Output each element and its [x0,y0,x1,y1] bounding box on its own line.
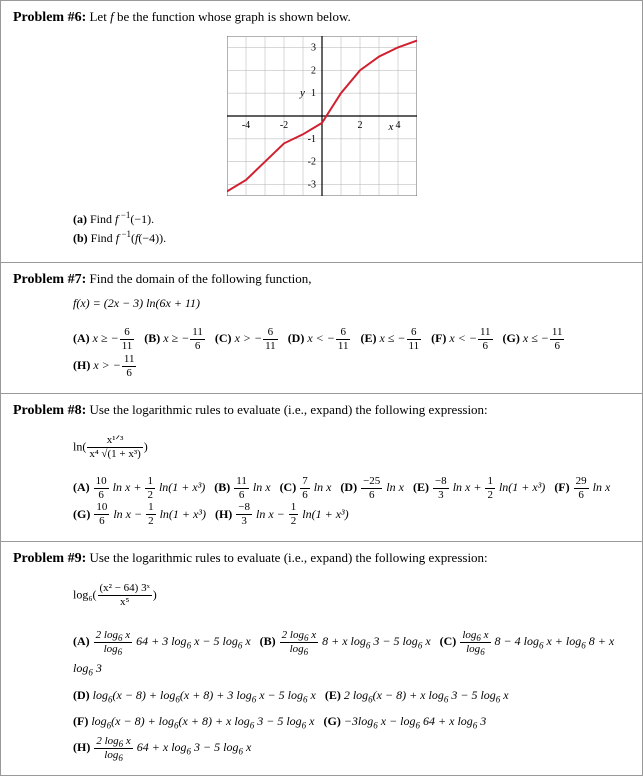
svg-text:3: 3 [311,42,316,53]
p7-choice-H: (H) x > −116 [73,358,137,372]
problem-6-title: Problem #6: [13,10,86,25]
svg-text:-2: -2 [279,120,287,131]
problem-7: Problem #7: Find the domain of the follo… [0,263,643,394]
p7-choice-E: (E) x ≤ −611 [360,331,422,345]
problem-7-expr: f(x) = (2x − 3) ln(6x + 11) [73,296,630,311]
p8-choice-C: (C) 76 ln x [280,480,332,494]
svg-text:4: 4 [395,120,400,131]
p7-choice-F: (F) x < −116 [431,331,493,345]
problem-6-parts: (a) Find f −1(−1). (b) Find f −1(f(−4)). [73,210,630,248]
problem-9-expr: log₆((x² − 64) 3ˣx⁵) [73,583,630,608]
svg-text:2: 2 [311,65,316,76]
p9-choice-D: (D) log6(x − 8) + log6(x + 8) + 3 log6 x… [73,688,316,702]
p7-choice-G: (G) x ≤ −116 [503,331,566,345]
p7-choice-D: (D) x < −611 [288,331,352,345]
p9-choice-H: (H) 2 log6 xlog6 64 + x log6 3 − 5 log6 … [73,740,251,754]
p9-choice-G: (G) −3log6 x − log6 64 + x log6 3 [323,714,486,728]
p8-choice-E: (E) −83 ln x + 12 ln(1 + x³) [413,480,545,494]
svg-text:-3: -3 [307,180,315,191]
problem-8-title: Problem #8: [13,403,86,418]
p8-choice-D: (D) −256 ln x [340,480,404,494]
p7-choice-B: (B) x ≥ −116 [144,331,206,345]
svg-text:-1: -1 [307,134,315,145]
problem-8-choices: (A) 106 ln x + 12 ln(1 + x³) (B) 116 ln … [73,474,630,528]
problem-8-stem: Use the logarithmic rules to evaluate (i… [89,402,487,417]
part-b-text: Find f −1(f(−4)). [91,231,166,245]
svg-text:-2: -2 [307,157,315,168]
problem-6: Problem #6: Let f be the function whose … [0,0,643,263]
p8-choice-A: (A) 106 ln x + 12 ln(1 + x³) [73,480,205,494]
svg-text:x: x [387,121,393,133]
part-a-text: Find f −1(−1). [90,212,154,226]
p9-choice-E: (E) 2 log6(x − 8) + x log6 3 − 5 log6 x [325,688,509,702]
problem-6-stem: Let f be the function whose graph is sho… [89,9,350,24]
p8-choice-H: (H) −83 ln x − 12 ln(1 + x³) [215,507,349,521]
problem-7-stem: Find the domain of the following functio… [89,271,311,286]
problem-7-choices: (A) x ≥ −611 (B) x ≥ −116 (C) x > −611 (… [73,325,630,379]
p9-choice-A: (A) 2 log6 xlog6 64 + 3 log6 x − 5 log6 … [73,634,251,648]
problem-9-choices: (A) 2 log6 xlog6 64 + 3 log6 x − 5 log6 … [73,628,630,761]
p8-choice-B: (B) 116 ln x [214,480,270,494]
problem-8-expr: ln(x¹ᐟ³x⁴ √(1 + x³)) [73,435,630,460]
problem-9: Problem #9: Use the logarithmic rules to… [0,542,643,776]
svg-text:2: 2 [357,120,362,131]
problem-9-title: Problem #9: [13,551,86,566]
p9-choice-B: (B) 2 log6 xlog6 8 + x log6 3 − 5 log6 x [260,634,431,648]
svg-text:y: y [299,87,305,99]
svg-text:1: 1 [311,88,316,99]
p9-choice-F: (F) log6(x − 8) + log6(x + 8) + x log6 3… [73,714,314,728]
p8-choice-G: (G) 106 ln x − 12 ln(1 + x³) [73,507,206,521]
p8-choice-F: (F) 296 ln x [554,480,610,494]
problem-8: Problem #8: Use the logarithmic rules to… [0,394,643,543]
svg-text:-4: -4 [241,120,249,131]
problem-7-title: Problem #7: [13,272,86,287]
p7-choice-A: (A) x ≥ −611 [73,331,135,345]
part-a-label: (a) [73,212,87,226]
problem-9-stem: Use the logarithmic rules to evaluate (i… [89,550,487,565]
problem-6-chart: -4 -2 2 4 -3 -2 -1 1 2 3 x y [227,36,417,196]
p7-choice-C: (C) x > −611 [215,331,279,345]
part-b-label: (b) [73,231,88,245]
